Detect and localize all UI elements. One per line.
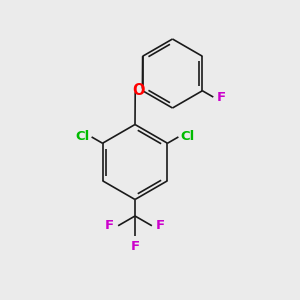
Text: Cl: Cl <box>181 130 195 143</box>
Text: O: O <box>133 83 145 98</box>
Text: F: F <box>216 91 225 103</box>
Text: Cl: Cl <box>75 130 89 143</box>
Text: F: F <box>130 240 140 253</box>
Text: F: F <box>156 219 165 232</box>
Text: F: F <box>105 219 114 232</box>
